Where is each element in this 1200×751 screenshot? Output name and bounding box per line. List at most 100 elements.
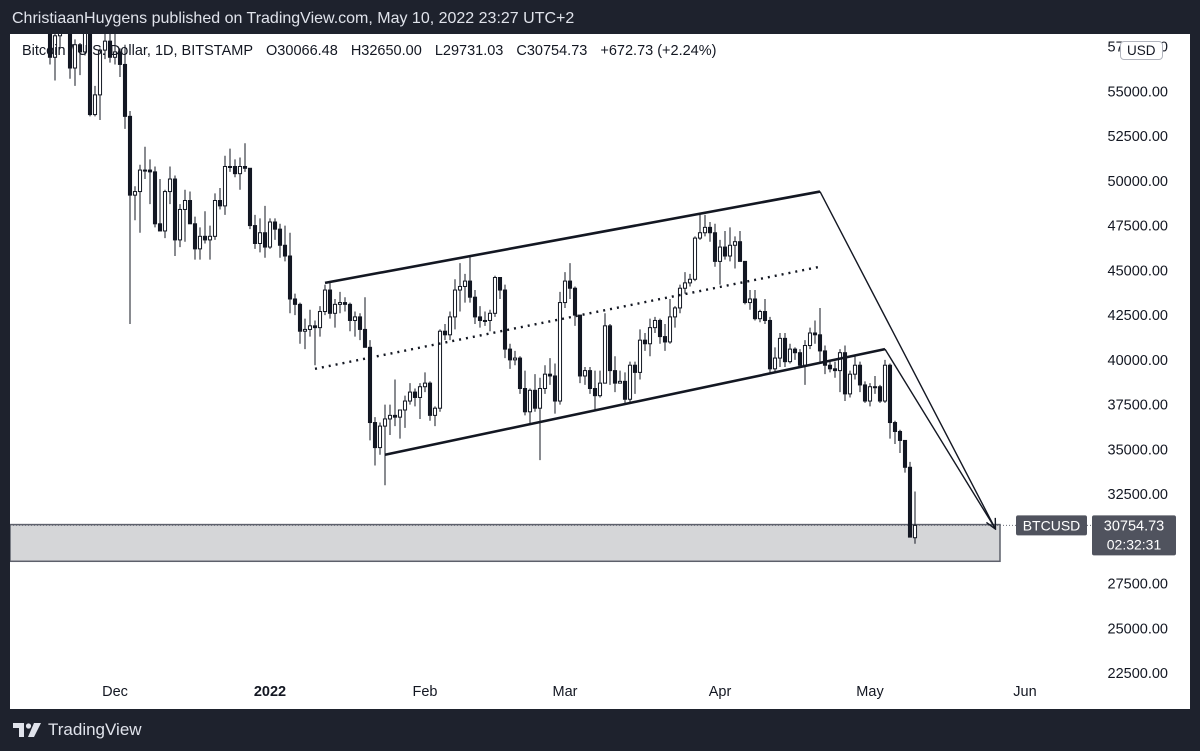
candle-body — [812, 332, 818, 336]
candle-body — [472, 296, 478, 318]
y-tick-label: 35000.00 — [1108, 442, 1168, 458]
footer-bar: TradingView — [0, 709, 1200, 751]
legend-change: +672.73 (+2.24%) — [600, 43, 717, 59]
channel-upper-line — [324, 190, 821, 285]
candle-body — [507, 348, 513, 361]
candle-body — [862, 384, 868, 402]
candle-body — [527, 389, 533, 413]
candle-body — [642, 339, 648, 345]
y-tick-label: 25000.00 — [1108, 621, 1168, 637]
candle-body — [682, 282, 688, 289]
candle-body — [197, 235, 203, 250]
candle-body — [292, 298, 298, 305]
candle-body — [47, 34, 53, 58]
y-tick-label: 22500.00 — [1108, 666, 1168, 682]
candle-body — [907, 466, 913, 538]
candle-body — [102, 40, 108, 51]
candle-body — [112, 51, 118, 58]
candle-body — [437, 330, 443, 409]
candle-body — [632, 364, 638, 373]
candle-body — [512, 357, 518, 361]
candle-body — [532, 389, 538, 409]
y-tick-label: 32500.00 — [1108, 487, 1168, 503]
candle-body — [612, 370, 618, 384]
candle-body — [617, 380, 623, 384]
candle-body — [807, 332, 813, 347]
candle-body — [877, 386, 883, 402]
candle-body — [462, 280, 468, 287]
candle-body — [167, 178, 173, 193]
currency-button[interactable]: USD — [1120, 41, 1163, 60]
candle-body — [232, 165, 238, 175]
candle-body — [537, 388, 543, 409]
x-tick-label: Dec — [102, 684, 128, 700]
candle-body — [207, 235, 213, 241]
y-tick-label: 27500.00 — [1108, 577, 1168, 593]
breakdown-line — [884, 348, 996, 529]
candle-body — [717, 246, 723, 262]
x-tick-label: Mar — [553, 684, 578, 700]
tradingview-logo-icon — [13, 723, 41, 737]
candle-body — [712, 232, 718, 262]
candle-body — [192, 223, 198, 250]
channel-lower-line — [384, 347, 886, 457]
candle-body — [587, 370, 593, 390]
candle-body — [317, 311, 323, 329]
chart-legend: Bitcoin / U.S. Dollar, 1D, BITSTAMP O300… — [22, 43, 725, 59]
candle-body — [122, 63, 128, 117]
candle-body — [362, 328, 368, 348]
candle-body — [582, 370, 588, 377]
y-tick-label: 55000.00 — [1108, 84, 1168, 100]
candle-body — [127, 115, 133, 196]
x-tick-label: Apr — [709, 684, 732, 700]
candle-body — [762, 311, 768, 321]
y-tick-label: 50000.00 — [1108, 174, 1168, 190]
candle-body — [797, 352, 803, 366]
candle-body — [172, 178, 178, 241]
candle-body — [747, 298, 753, 304]
candle-body — [502, 289, 508, 350]
candle-body — [602, 325, 608, 384]
publisher-line: ChristiaanHuygens published on TradingVi… — [12, 10, 575, 27]
candle-body — [892, 422, 898, 432]
candle-body — [887, 364, 893, 424]
candle-body — [657, 319, 663, 338]
candle-body — [882, 364, 888, 402]
chart-panel[interactable]: 22500.0025000.0027500.0030000.0032500.00… — [10, 34, 1190, 709]
candle-body — [57, 34, 63, 37]
candle-body — [787, 348, 793, 363]
legend-high: H32650.00 — [350, 43, 422, 59]
y-tick-label: 40000.00 — [1108, 353, 1168, 369]
brand-label: TradingView — [48, 720, 142, 739]
candle-body — [827, 364, 833, 370]
candle-body — [557, 302, 563, 402]
tradingview-brand[interactable]: TradingView — [12, 720, 142, 740]
candle-body — [107, 40, 113, 58]
candle-body — [227, 165, 233, 168]
candle-body — [517, 357, 523, 390]
candle-body — [902, 439, 908, 468]
price-label-value: 30754.73 — [1104, 518, 1164, 534]
candle-body — [722, 246, 728, 257]
candle-body — [792, 348, 798, 354]
candle-body — [482, 319, 488, 322]
candle-body — [242, 165, 248, 169]
legend-symbol: Bitcoin / U.S. Dollar, 1D, BITSTAMP — [22, 43, 253, 59]
candle-body — [447, 316, 453, 336]
candle-body — [662, 336, 668, 343]
price-chart[interactable]: 22500.0025000.0027500.0030000.0032500.00… — [10, 34, 1190, 709]
candle-body — [757, 311, 763, 320]
x-tick-label: Jun — [1013, 684, 1036, 700]
candle-body — [492, 277, 498, 314]
candle-body — [397, 409, 403, 418]
y-tick-label: 52500.00 — [1108, 129, 1168, 145]
candle-body — [52, 35, 58, 58]
candle-body — [157, 223, 163, 232]
candle-body — [687, 278, 693, 284]
candle-body — [267, 221, 273, 248]
candle-body — [257, 232, 263, 244]
candle-body — [282, 244, 288, 257]
candle-body — [832, 368, 838, 372]
candle-body — [342, 302, 348, 305]
candle-body — [707, 226, 713, 234]
